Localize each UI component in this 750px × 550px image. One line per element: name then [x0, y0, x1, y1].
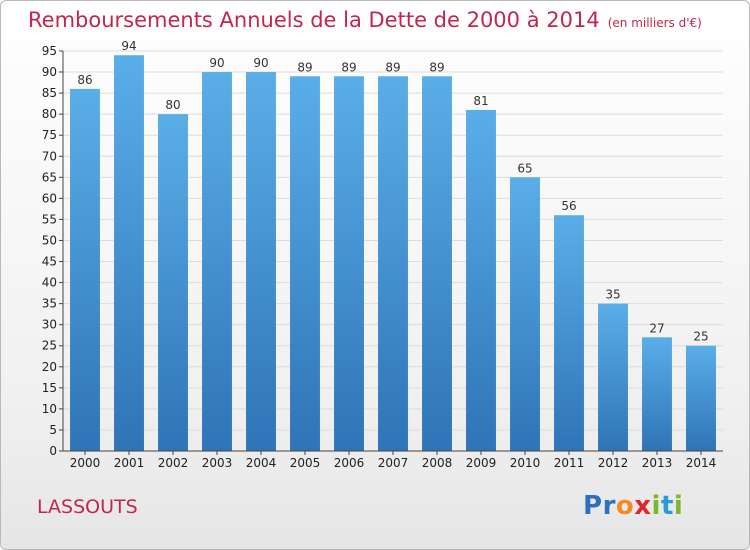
bar-2013	[642, 337, 672, 451]
bar-2010	[510, 177, 540, 451]
logo-letter: i	[673, 491, 684, 521]
x-tick-label-2012: 2012	[598, 456, 629, 470]
x-tick-label-2014: 2014	[686, 456, 717, 470]
x-axis: 2000 2001 2002 2003 2004 2005 2006 2007 2008 2009…	[63, 450, 723, 470]
y-tick-label: 85	[42, 86, 57, 100]
logo-letter: x	[634, 491, 652, 521]
value-label-2009: 81	[473, 94, 488, 108]
bar-2003	[202, 72, 232, 451]
y-tick-label: 10	[42, 402, 57, 416]
logo-letter: P	[583, 491, 603, 521]
proxiti-logo: Proxiti	[583, 491, 683, 521]
value-label-2002: 80	[165, 98, 180, 112]
y-tick-label: 40	[42, 276, 57, 290]
y-tick-label: 70	[42, 149, 57, 163]
x-tick-label-2003: 2003	[202, 456, 233, 470]
value-label-2000: 86	[77, 73, 92, 87]
value-labels: 86 94 80 90 90 89 89 89 89 81 65 56 35 27 25	[77, 39, 708, 344]
title-unit: (en milliers d'€)	[607, 16, 702, 30]
x-tick-label-2010: 2010	[510, 456, 541, 470]
logo-letter: r	[602, 491, 616, 521]
x-tick-label-2006: 2006	[334, 456, 365, 470]
x-tick-label-2001: 2001	[114, 456, 145, 470]
x-tick-label-2005: 2005	[290, 456, 321, 470]
value-label-2001: 94	[121, 39, 136, 53]
chart-title: Remboursements Annuels de la Dette de 20…	[28, 8, 702, 32]
y-tick-label: 20	[42, 360, 57, 374]
logo-letter: o	[615, 491, 635, 521]
y-axis: 0 5 10 15 20 25 30 35 40 45 50 55 60 65 70 75 80 85 90 95	[42, 44, 64, 458]
value-label-2010: 65	[517, 161, 532, 175]
bars	[70, 55, 716, 452]
x-tick-label-2008: 2008	[422, 456, 453, 470]
value-label-2004: 90	[253, 56, 268, 70]
value-label-2008: 89	[429, 60, 444, 74]
logo-letter: i	[651, 491, 661, 521]
value-label-2005: 89	[297, 60, 312, 74]
y-tick-label: 60	[42, 191, 57, 205]
y-tick-label: 55	[42, 212, 57, 226]
x-tick-label-2013: 2013	[642, 456, 673, 470]
y-tick-label: 45	[42, 255, 57, 269]
value-label-2013: 27	[649, 321, 664, 335]
y-tick-label: 25	[42, 339, 57, 353]
bar-2000	[70, 88, 100, 451]
bar-2006	[334, 76, 364, 452]
bar-2002	[158, 114, 188, 451]
y-tick-label: 80	[42, 107, 57, 121]
x-tick-label-2011: 2011	[554, 456, 585, 470]
y-tick-label: 30	[42, 318, 57, 332]
value-label-2006: 89	[341, 60, 356, 74]
bar-2004	[246, 72, 276, 451]
y-tick-label: 75	[42, 128, 57, 142]
y-tick-label: 65	[42, 170, 57, 184]
x-tick-label-2007: 2007	[378, 456, 409, 470]
bar-2011	[554, 215, 584, 451]
x-tick-label-2009: 2009	[466, 456, 497, 470]
bar-2012	[598, 303, 628, 451]
bar-2001	[114, 55, 144, 452]
title-main: Remboursements Annuels de la Dette de 20…	[28, 8, 600, 32]
value-label-2011: 56	[561, 199, 576, 213]
value-label-2012: 35	[605, 288, 620, 302]
bar-2009	[466, 109, 496, 452]
y-tick-label: 5	[49, 423, 57, 437]
x-tick-label-2004: 2004	[246, 456, 277, 470]
bar-2008	[422, 76, 452, 452]
bar-2005	[290, 76, 320, 452]
bar-2014	[686, 345, 716, 451]
y-tick-label: 15	[42, 381, 57, 395]
y-tick-label: 50	[42, 233, 57, 247]
logo-letter: t	[660, 491, 674, 521]
bar-2007	[378, 76, 408, 452]
value-label-2007: 89	[385, 60, 400, 74]
y-tick-label: 0	[49, 444, 57, 458]
x-tick-label-2002: 2002	[158, 456, 189, 470]
y-tick-label: 35	[42, 297, 57, 311]
commune-name: LASSOUTS	[37, 496, 138, 518]
y-tick-label: 90	[42, 65, 57, 79]
x-tick-label-2000: 2000	[70, 456, 101, 470]
value-label-2014: 25	[693, 330, 708, 344]
y-tick-label: 95	[42, 44, 57, 58]
value-label-2003: 90	[209, 56, 224, 70]
